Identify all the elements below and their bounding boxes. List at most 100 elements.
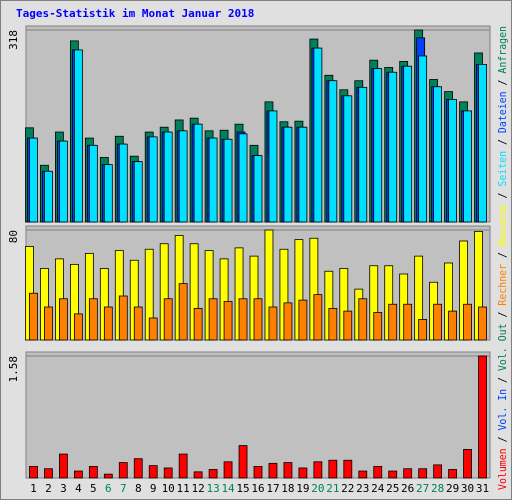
bar bbox=[118, 143, 128, 223]
bar bbox=[193, 471, 203, 479]
bar bbox=[298, 299, 308, 341]
x-tick-label: 6 bbox=[105, 482, 112, 495]
bar bbox=[29, 466, 38, 479]
bar bbox=[343, 310, 353, 341]
bar bbox=[208, 298, 218, 341]
x-tick-label: 27 bbox=[416, 482, 429, 495]
bar bbox=[283, 462, 293, 479]
bar bbox=[463, 449, 472, 479]
x-tick-label: 13 bbox=[206, 482, 219, 495]
bar bbox=[223, 301, 233, 341]
bar bbox=[313, 294, 323, 341]
bar bbox=[88, 144, 98, 223]
x-tick-label: 20 bbox=[311, 482, 324, 495]
bar bbox=[358, 86, 368, 223]
bar bbox=[178, 453, 188, 479]
bar bbox=[88, 466, 98, 479]
x-tick-label: 26 bbox=[401, 482, 414, 495]
bar bbox=[373, 466, 383, 479]
bar bbox=[298, 467, 308, 479]
bar bbox=[403, 468, 413, 479]
legend-entry: Vol. In bbox=[496, 389, 509, 431]
bar bbox=[103, 473, 113, 479]
bar bbox=[478, 355, 487, 479]
bar bbox=[433, 86, 443, 223]
bar bbox=[44, 468, 53, 479]
bar bbox=[44, 170, 53, 223]
bar bbox=[59, 453, 68, 479]
y-tick-label: 318 bbox=[7, 30, 20, 50]
bar bbox=[328, 459, 338, 479]
legend-separator: / bbox=[496, 246, 509, 264]
x-tick-label: 14 bbox=[221, 482, 235, 495]
legend-separator: / bbox=[496, 133, 509, 151]
y-tick-label: 1.58 bbox=[7, 356, 20, 383]
bar bbox=[29, 292, 38, 341]
bar bbox=[178, 283, 188, 341]
x-tick-label: 9 bbox=[150, 482, 157, 495]
bar bbox=[223, 138, 233, 223]
bar bbox=[193, 123, 203, 223]
x-tick-label: 31 bbox=[476, 482, 489, 495]
x-tick-label: 25 bbox=[386, 482, 399, 495]
bar bbox=[343, 95, 353, 223]
bar bbox=[328, 307, 338, 341]
bar bbox=[103, 306, 113, 341]
bar bbox=[418, 468, 428, 479]
bar bbox=[178, 130, 188, 223]
x-tick-label: 18 bbox=[281, 482, 294, 495]
bar bbox=[388, 303, 398, 341]
x-tick-label: 28 bbox=[431, 482, 444, 495]
x-tick-label: 30 bbox=[461, 482, 474, 495]
bar bbox=[343, 459, 353, 479]
panel bbox=[25, 351, 491, 479]
bar bbox=[253, 466, 263, 479]
x-tick-label: 23 bbox=[356, 482, 369, 495]
legend-entry: Seiten bbox=[496, 151, 509, 187]
bar bbox=[133, 161, 143, 223]
x-tick-label: 22 bbox=[341, 482, 354, 495]
bar bbox=[163, 131, 173, 223]
bar bbox=[448, 99, 457, 223]
x-tick-label: 15 bbox=[236, 482, 249, 495]
legend: Volumen / Vol. In / Vol. Out / Rechner /… bbox=[496, 26, 509, 490]
bar bbox=[133, 306, 143, 341]
legend-entry: Besuche bbox=[496, 204, 509, 246]
x-tick-label: 3 bbox=[60, 482, 67, 495]
bar bbox=[268, 110, 278, 223]
legend-separator: / bbox=[496, 74, 509, 92]
bar bbox=[328, 80, 338, 223]
x-tick-label: 21 bbox=[326, 482, 339, 495]
bar bbox=[118, 295, 128, 341]
bar bbox=[283, 126, 293, 223]
bar bbox=[358, 298, 368, 341]
bar bbox=[208, 469, 218, 479]
x-tick-label: 7 bbox=[120, 482, 127, 495]
legend-entry: Rechner bbox=[496, 264, 509, 306]
bar bbox=[253, 298, 263, 341]
bar bbox=[238, 133, 248, 223]
bar bbox=[358, 470, 368, 479]
bar bbox=[298, 126, 308, 223]
x-tick-label: 12 bbox=[192, 482, 205, 495]
chart-title: Tages-Statistik im Monat Januar 2018 bbox=[16, 7, 254, 20]
bar bbox=[44, 306, 53, 341]
bar bbox=[268, 462, 278, 479]
x-tick-label: 16 bbox=[251, 482, 264, 495]
bar bbox=[418, 55, 428, 223]
bar bbox=[103, 164, 113, 223]
bar bbox=[388, 470, 398, 479]
x-tick-label: 8 bbox=[135, 482, 142, 495]
bar bbox=[448, 469, 457, 479]
bar bbox=[163, 298, 173, 341]
x-tick-label: 4 bbox=[75, 482, 82, 495]
bar bbox=[163, 467, 173, 479]
bar bbox=[433, 303, 443, 341]
bar bbox=[448, 310, 457, 341]
legend-separator: / bbox=[496, 306, 509, 324]
bar bbox=[388, 71, 398, 223]
bar bbox=[253, 155, 263, 223]
bar bbox=[148, 136, 158, 223]
